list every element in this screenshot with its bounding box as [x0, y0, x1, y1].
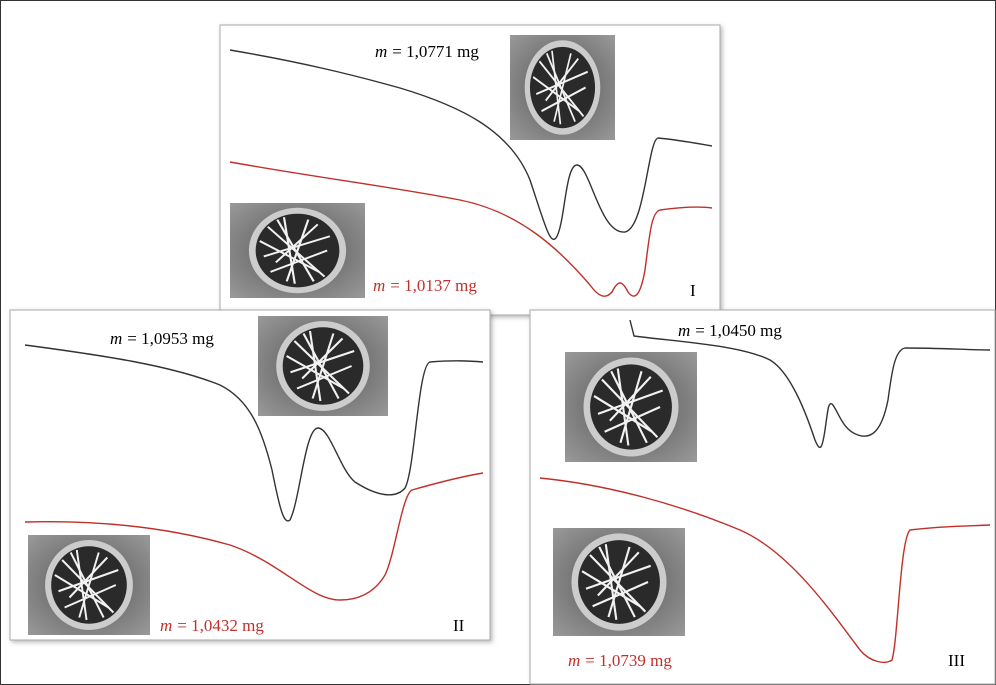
photo [510, 35, 615, 140]
photo [553, 528, 685, 636]
panel-label: I [690, 281, 696, 300]
panel-iii: m = 1,0450 mg m = 1,0739 mg III [529, 309, 996, 685]
curve [229, 49, 713, 241]
panel-ii: m = 1,0953 mg m = 1,0432 mg II [9, 309, 491, 641]
curve [24, 344, 484, 522]
photo [230, 203, 365, 298]
photo [565, 352, 697, 462]
curve [629, 319, 991, 449]
panel-label: III [948, 651, 965, 670]
curve [24, 472, 484, 601]
mass-label: m = 1,0953 mg [110, 329, 214, 348]
curve [229, 161, 713, 297]
panel-i: m = 1,0771 mg m = 1,0137 mg I [219, 24, 721, 316]
mass-label: m = 1,0450 mg [678, 321, 782, 340]
photo [258, 316, 388, 416]
curve [539, 477, 991, 663]
photo [28, 535, 150, 635]
mass-label: m = 1,0739 mg [568, 651, 672, 670]
mass-label: m = 1,0771 mg [375, 42, 479, 61]
panel-label: II [453, 616, 465, 635]
mass-label: m = 1,0432 mg [160, 616, 264, 635]
mass-label: m = 1,0137 mg [373, 276, 477, 295]
